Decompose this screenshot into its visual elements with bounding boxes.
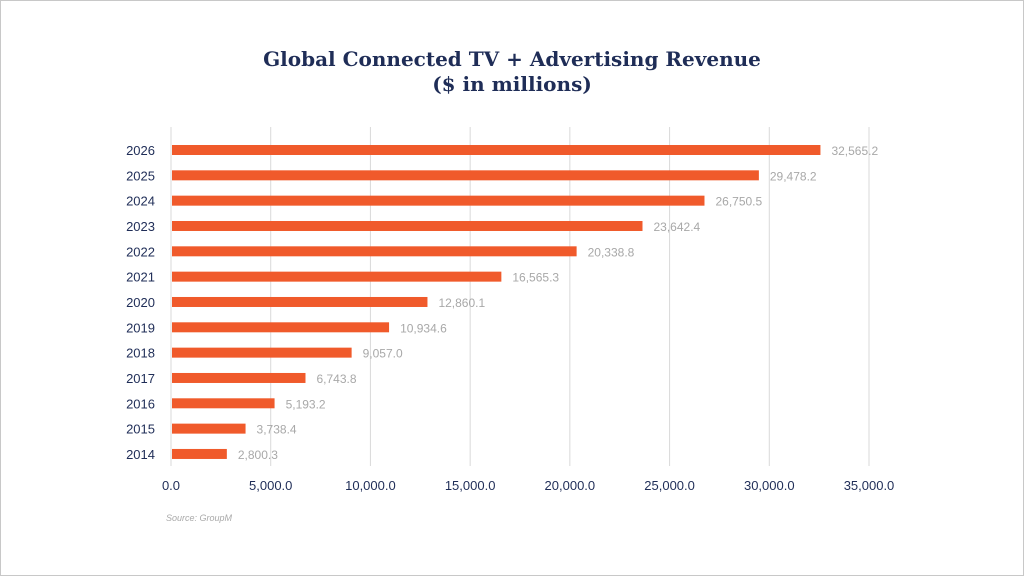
category-label: 2014 bbox=[126, 447, 155, 462]
category-label: 2017 bbox=[126, 371, 155, 386]
value-label: 32,565.2 bbox=[831, 144, 878, 158]
category-label: 2020 bbox=[126, 295, 155, 310]
bar bbox=[172, 246, 577, 257]
category-label: 2018 bbox=[126, 346, 155, 361]
source-note: Source: GroupM bbox=[166, 513, 233, 523]
x-tick-label: 0.0 bbox=[162, 478, 180, 493]
bar bbox=[172, 322, 390, 333]
bar bbox=[172, 448, 227, 459]
category-label: 2021 bbox=[126, 270, 155, 285]
value-label: 10,934.6 bbox=[400, 321, 447, 335]
x-tick-label: 30,000.0 bbox=[744, 478, 795, 493]
value-label: 12,860.1 bbox=[438, 296, 485, 310]
category-labels: 2026 2025 2024 2023 2022 2021 2020 2019 2018 2017… bbox=[126, 143, 155, 462]
category-label: 2019 bbox=[126, 320, 155, 335]
category-label: 2015 bbox=[126, 422, 155, 437]
value-labels: 32,565.2 29,478.2 26,750.5 23,642.4 20,338.8… bbox=[238, 144, 879, 462]
value-label: 2,800.3 bbox=[238, 448, 278, 462]
value-label: 26,750.5 bbox=[715, 195, 762, 209]
bar bbox=[172, 271, 502, 282]
x-tick-label: 35,000.0 bbox=[844, 478, 895, 493]
bar bbox=[172, 347, 352, 358]
bar bbox=[172, 145, 821, 155]
value-label: 20,338.8 bbox=[588, 245, 635, 259]
bar bbox=[172, 170, 759, 181]
value-label: 6,743.8 bbox=[316, 372, 356, 386]
value-label: 5,193.2 bbox=[286, 397, 326, 411]
x-tick-label: 20,000.0 bbox=[545, 478, 596, 493]
bar bbox=[172, 423, 246, 434]
category-label: 2016 bbox=[126, 396, 155, 411]
category-label: 2024 bbox=[126, 194, 155, 209]
x-tick-label: 15,000.0 bbox=[445, 478, 496, 493]
bar bbox=[172, 372, 306, 383]
category-label: 2026 bbox=[126, 143, 155, 158]
bar bbox=[172, 195, 705, 206]
x-tick-label: 10,000.0 bbox=[345, 478, 396, 493]
x-tick-label: 5,000.0 bbox=[249, 478, 292, 493]
bar bbox=[172, 398, 275, 409]
category-label: 2023 bbox=[126, 219, 155, 234]
value-label: 9,057.0 bbox=[363, 347, 403, 361]
chart-title-block: Global Connected TV + Advertising Revenu… bbox=[0, 47, 1024, 97]
value-label: 29,478.2 bbox=[770, 169, 817, 183]
chart-subtitle: ($ in millions) bbox=[432, 72, 592, 96]
x-tick-label: 25,000.0 bbox=[644, 478, 695, 493]
value-label: 3,738.4 bbox=[257, 423, 297, 437]
bars bbox=[172, 145, 821, 459]
category-label: 2025 bbox=[126, 168, 155, 183]
bar bbox=[172, 220, 643, 231]
chart-title: Global Connected TV + Advertising Revenu… bbox=[263, 47, 761, 71]
bar bbox=[172, 296, 428, 307]
value-label: 16,565.3 bbox=[512, 271, 559, 285]
x-tick-labels: 0.0 5,000.0 10,000.0 15,000.0 20,000.0 25,000… bbox=[162, 478, 894, 493]
value-label: 23,642.4 bbox=[653, 220, 700, 234]
gridlines bbox=[170, 127, 870, 466]
category-label: 2022 bbox=[126, 244, 155, 259]
